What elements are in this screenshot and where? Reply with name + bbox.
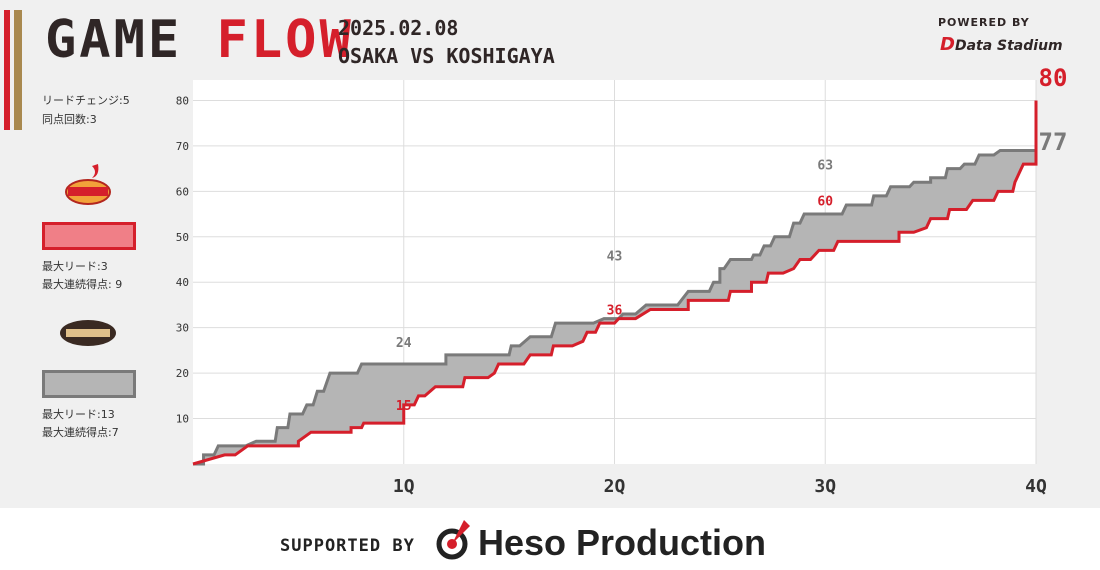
y-tick-label: 20 <box>176 367 189 380</box>
final-score-osaka: 80 <box>1039 64 1068 92</box>
x-axis-ticks: 1Q 2Q 3Q 4Q <box>393 476 1047 497</box>
score-annotation: 36 <box>607 303 623 318</box>
series-line-koshigaya <box>193 114 1038 466</box>
evessa-logo-icon <box>65 164 111 205</box>
osaka-legend-swatch <box>42 222 136 250</box>
koshigaya-max-lead: 最大リード:13 <box>42 408 115 421</box>
supported-by-label: SUPPORTED BY <box>280 536 415 556</box>
y-tick-label: 30 <box>176 322 189 335</box>
gap-fill-area <box>193 100 1036 464</box>
accent-stripe-gold <box>14 10 22 130</box>
osaka-max-lead: 最大リード:3 <box>42 260 108 273</box>
lead-changes-stat: リードチェンジ:5 <box>42 94 130 107</box>
game-flow-chart: 10 20 30 40 50 60 70 80 1Q 2Q 3Q 4Q 24 15 43 36 63 60 8… <box>176 64 1068 497</box>
y-tick-label: 80 <box>176 94 189 107</box>
powered-by-label: POWERED BY <box>938 16 1030 29</box>
x-tick-label: 4Q <box>1025 476 1047 497</box>
y-tick-label: 50 <box>176 231 189 244</box>
y-tick-label: 10 <box>176 413 189 426</box>
score-lines <box>192 100 1038 466</box>
title-word-flow: FLOW <box>216 10 354 70</box>
series-line-osaka <box>192 100 1038 466</box>
x-tick-label: 1Q <box>393 476 415 497</box>
x-tick-label: 2Q <box>604 476 626 497</box>
score-annotation: 60 <box>817 194 833 209</box>
score-annotation: 24 <box>396 336 412 351</box>
y-tick-label: 70 <box>176 140 189 153</box>
koshigaya-legend-swatch <box>42 370 136 398</box>
game-date: 2025.02.08 <box>338 16 459 40</box>
score-annotation: 63 <box>817 159 833 174</box>
provider-name: Data Stadium <box>954 38 1063 54</box>
accent-stripe-red <box>4 10 10 130</box>
score-annotation: 15 <box>396 399 412 414</box>
y-axis-ticks: 10 20 30 40 50 60 70 80 <box>176 94 189 425</box>
game-matchup: OSAKA VS KOSHIGAYA <box>338 44 555 68</box>
final-scores: 80 77 <box>1039 64 1068 156</box>
sponsor-name: Heso Production <box>478 522 767 563</box>
alphas-logo-icon <box>60 320 116 346</box>
score-annotations: 24 15 43 36 63 60 <box>396 159 833 414</box>
y-tick-label: 40 <box>176 276 189 289</box>
score-gap-fill <box>193 100 1036 464</box>
sponsor-target-icon <box>436 520 470 560</box>
final-score-koshigaya: 77 <box>1039 128 1068 156</box>
provider-logo-d-icon: D <box>940 34 955 55</box>
ties-stat: 同点回数:3 <box>42 113 97 126</box>
x-tick-label: 3Q <box>814 476 836 497</box>
provider-logo: DData Stadium <box>940 34 1063 55</box>
y-tick-label: 60 <box>176 185 189 198</box>
page-title: GAME FLOW <box>45 10 354 70</box>
title-word-game: GAME <box>45 10 183 70</box>
score-annotation: 43 <box>607 250 623 265</box>
koshigaya-max-run: 最大連続得点:7 <box>42 426 119 439</box>
osaka-max-run: 最大連続得点: 9 <box>42 278 123 291</box>
